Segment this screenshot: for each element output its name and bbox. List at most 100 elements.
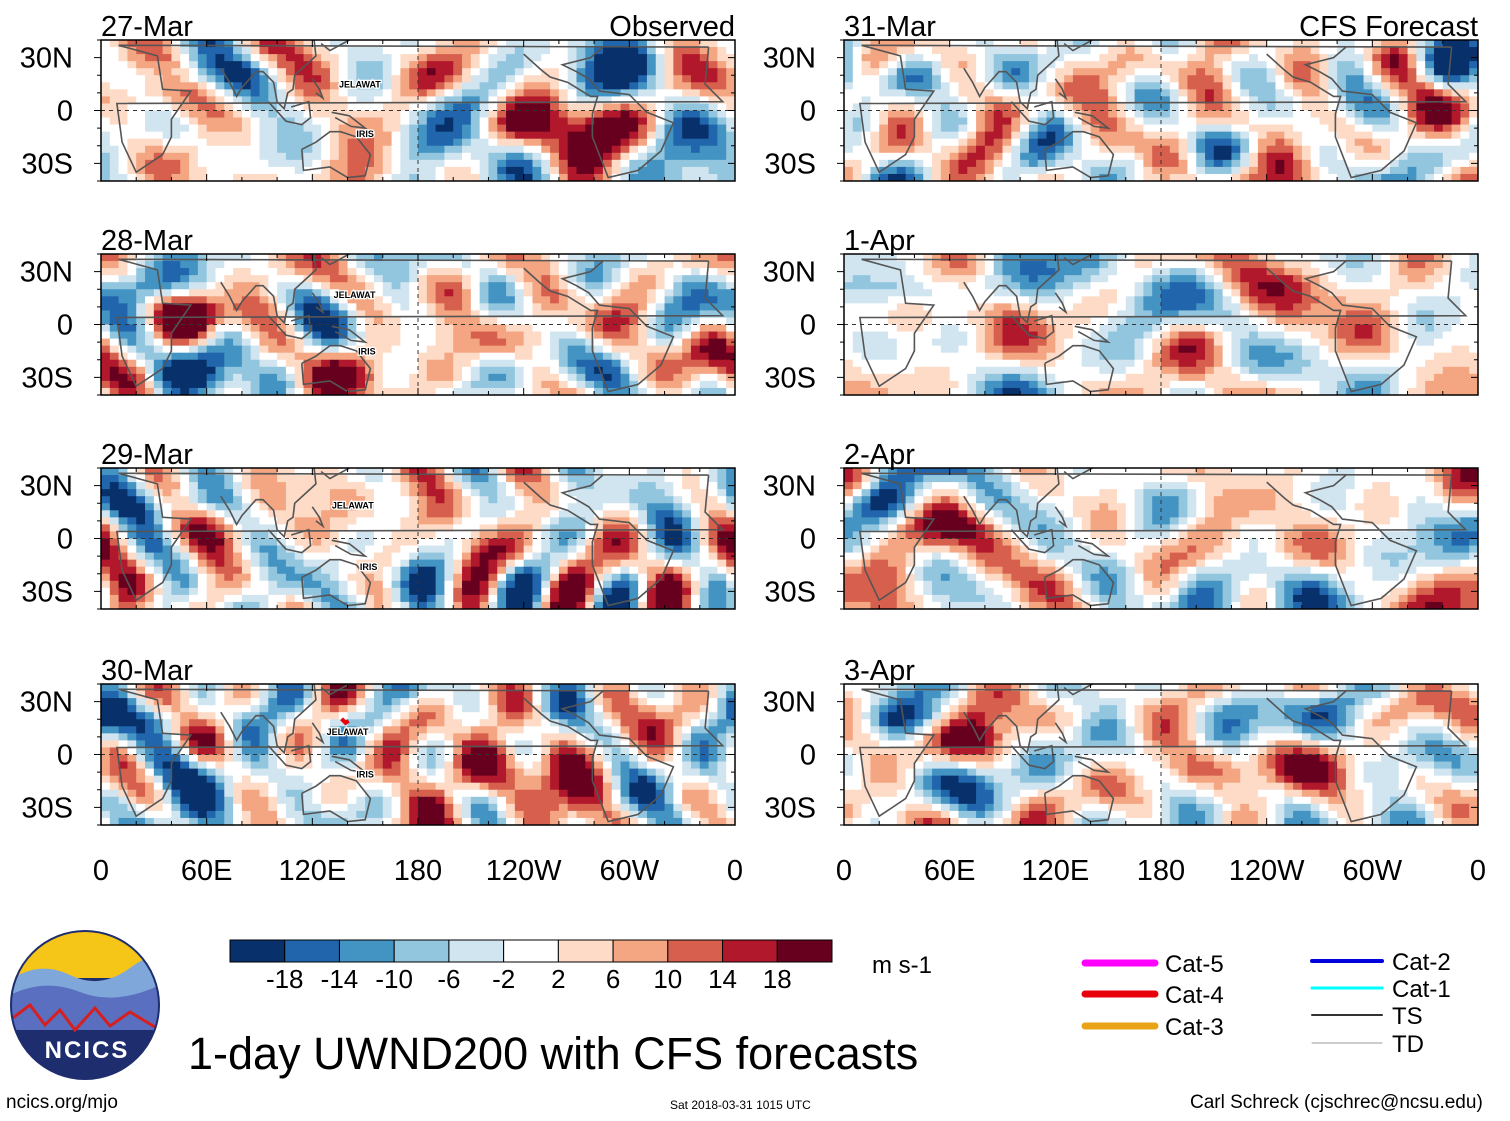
field-cell: [708, 580, 718, 589]
field-cell: [708, 296, 718, 304]
field-cell: [136, 282, 146, 290]
field-cell: [655, 468, 666, 476]
field-cell: [550, 524, 560, 533]
field-cell: [197, 510, 208, 518]
field-cell: [585, 587, 595, 596]
field-cell: [558, 138, 569, 147]
field-cell: [514, 345, 525, 354]
field-cell: [655, 75, 666, 83]
field-cell: [682, 166, 692, 175]
field-cell: [506, 580, 516, 589]
field-cell: [303, 366, 313, 375]
field-cell: [233, 138, 243, 147]
field-cell: [541, 482, 551, 490]
field-cell: [488, 75, 498, 83]
field-cell: [567, 531, 578, 540]
field-cell: [611, 524, 622, 533]
field-cell: [699, 96, 710, 105]
field-cell: [673, 324, 683, 333]
field-cell: [585, 254, 595, 262]
field-cell: [347, 719, 357, 727]
field-cell: [638, 719, 648, 727]
field-cell: [241, 489, 252, 497]
field-cell: [189, 324, 199, 333]
coastline: [311, 78, 325, 101]
field-cell: [241, 324, 252, 333]
field-cell: [329, 691, 340, 699]
field-cell: [241, 698, 252, 706]
field-cell: [180, 61, 190, 69]
field-cell: [250, 482, 261, 490]
field-cell: [303, 82, 313, 90]
field-cell: [338, 691, 349, 699]
field-cell: [550, 159, 560, 168]
field-cell: [699, 712, 710, 720]
field-cell: [241, 289, 252, 297]
field-cell: [444, 338, 454, 347]
field-cell: [400, 387, 410, 395]
field-cell: [277, 96, 287, 105]
field-cell: [233, 152, 243, 161]
field-cell: [426, 124, 437, 133]
field-cell: [682, 719, 692, 727]
field-cell: [514, 712, 525, 720]
field-cell: [655, 117, 666, 126]
field-cell: [215, 359, 225, 368]
field-cell: [180, 47, 190, 55]
field-cell: [497, 68, 507, 76]
field-cell: [409, 261, 419, 269]
field-cell: [506, 475, 516, 483]
field-cell: [338, 524, 349, 533]
field-cell: [347, 482, 357, 490]
field-cell: [585, 691, 595, 699]
field-cell: [708, 566, 718, 575]
field-cell: [382, 138, 393, 147]
field-cell: [241, 96, 252, 105]
field-cell: [189, 345, 199, 354]
field-cell: [673, 380, 683, 389]
field-cell: [532, 331, 542, 340]
field-cell: [646, 159, 657, 168]
field-cell: [285, 54, 296, 62]
field-cell: [585, 145, 595, 154]
field-cell: [127, 380, 137, 389]
field-cell: [514, 359, 525, 368]
field-cell: [303, 317, 313, 326]
field-cell: [329, 496, 340, 504]
field-cell: [611, 61, 622, 69]
field-cell: [418, 131, 428, 140]
field-cell: [541, 40, 551, 48]
field-cell: [197, 296, 208, 304]
field-cell: [259, 166, 269, 175]
field-cell: [594, 380, 604, 389]
field-cell: [726, 517, 735, 525]
field-cell: [285, 538, 296, 547]
field-cell: [567, 475, 578, 483]
field-cell: [277, 496, 287, 504]
field-cell: [682, 489, 692, 497]
field-cell: [400, 289, 410, 297]
field-cell: [497, 594, 507, 603]
field-cell: [585, 317, 595, 326]
field-cell: [206, 152, 217, 161]
field-cell: [382, 684, 393, 692]
coastline: [523, 260, 675, 393]
field-cell: [638, 698, 648, 706]
field-cell: [479, 289, 490, 297]
field-cell: [523, 261, 534, 269]
field-cell: [321, 594, 331, 603]
field-cell: [585, 303, 595, 311]
field-cell: [655, 254, 666, 262]
field-cell: [145, 475, 155, 483]
field-cell: [365, 124, 375, 133]
field-cell: [462, 54, 472, 62]
field-cell: [470, 40, 481, 48]
field-cell: [329, 131, 340, 140]
field-cell: [259, 61, 269, 69]
field-cell: [541, 517, 551, 525]
field-cell: [400, 75, 410, 83]
field-cell: [127, 510, 137, 518]
field-cell: [224, 159, 234, 168]
field-cell: [409, 719, 419, 727]
field-cell: [329, 103, 340, 112]
